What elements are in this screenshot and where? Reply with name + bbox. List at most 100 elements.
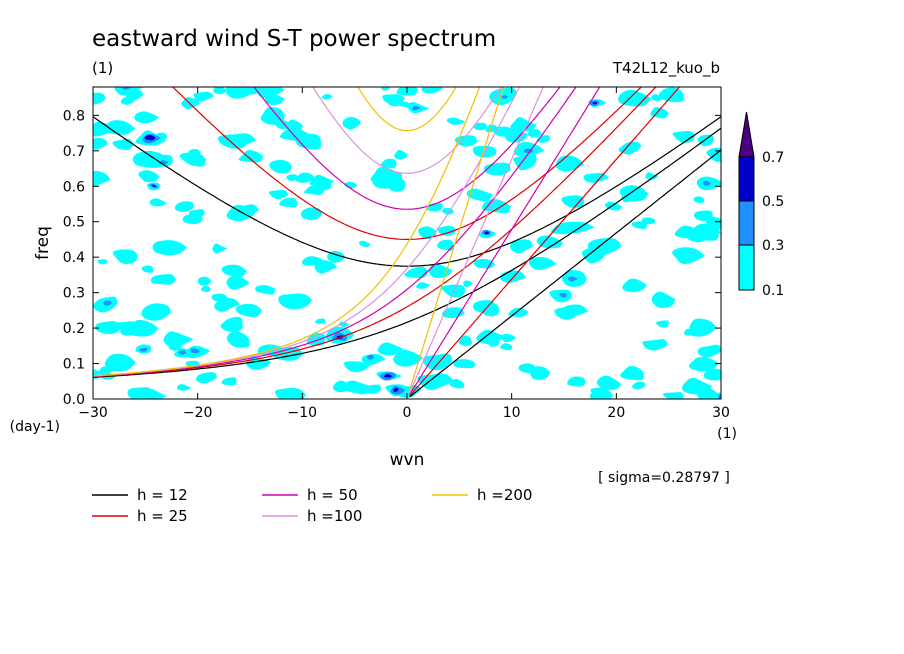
contour-blob	[697, 134, 714, 147]
contour-blob	[214, 297, 241, 312]
contour-blob	[631, 221, 647, 230]
x-tick-label: −20	[183, 405, 213, 421]
contour-blob	[141, 303, 171, 321]
contour-blob	[144, 135, 156, 141]
contour-blob	[404, 266, 429, 279]
dispersion-curves	[93, 87, 721, 398]
contour-blob	[590, 387, 607, 397]
contour-blob	[372, 178, 393, 189]
contour-blob	[201, 285, 211, 292]
contour-blob	[500, 343, 513, 351]
contour-blob	[367, 354, 374, 360]
x-tick-label: 30	[712, 405, 730, 421]
contour-blob	[658, 87, 684, 103]
contour-blob	[93, 170, 111, 187]
colorbar-bin	[738, 244, 755, 291]
contour-blob	[476, 329, 504, 344]
contour-blob	[441, 284, 466, 298]
contour-blob	[463, 280, 473, 288]
contour-blob	[651, 94, 662, 102]
contour-blob	[295, 172, 317, 183]
contour-blob	[122, 87, 132, 90]
contour-blob	[103, 300, 112, 306]
contour-blob	[662, 392, 684, 399]
x-unit-label: (1)	[717, 426, 737, 442]
contour-blob	[641, 217, 656, 225]
y-axis-ticks: 0.0 0.1 0.2 0.3 0.4 0.5 0.6 0.7 0.8	[63, 108, 721, 408]
contour-blob	[530, 366, 551, 380]
contour-blob	[393, 387, 399, 392]
contour-blob	[551, 223, 570, 235]
contour-blob	[645, 172, 659, 180]
contour-blob	[587, 237, 622, 255]
contour-blob	[500, 333, 517, 343]
x-tick-label: −10	[288, 405, 318, 421]
colorbar-bin	[738, 200, 755, 246]
contour-blob	[151, 184, 157, 188]
ig-curve	[171, 87, 643, 240]
subtitle-left: (1)	[92, 59, 113, 77]
contour-blob	[484, 231, 489, 235]
contour-blob	[458, 335, 473, 346]
contour-blob	[300, 207, 323, 221]
contour-blob	[412, 105, 421, 111]
power-contours	[93, 87, 721, 399]
contour-blob	[518, 363, 536, 374]
contour-blob	[510, 117, 537, 132]
contour-blob	[672, 130, 696, 143]
contour-blob	[693, 196, 705, 204]
contour-blob	[688, 357, 720, 372]
y-tick-label: 0.0	[63, 392, 85, 408]
contour-blob	[393, 349, 424, 367]
contour-blob	[559, 292, 567, 298]
contour-blob	[418, 226, 437, 239]
x-axis-label: wvn	[390, 450, 425, 470]
kelvin-curve	[409, 87, 681, 397]
y-tick-label: 0.6	[63, 179, 85, 195]
contour-blob	[693, 210, 713, 221]
contour-blob	[264, 93, 285, 106]
contour-blob	[238, 149, 264, 163]
contour-blob	[284, 119, 303, 131]
contour-blob	[274, 387, 306, 399]
y-unit-label: (day-1)	[10, 419, 60, 435]
subtitle-right: T42L12_kuo_b	[612, 59, 720, 78]
y-tick-label: 0.5	[63, 215, 85, 231]
colorbar-arrow	[738, 111, 755, 158]
contour-blob	[707, 349, 721, 355]
contour-blob	[95, 321, 122, 335]
contour-blob	[279, 197, 298, 208]
contour-blob	[377, 342, 404, 356]
y-tick-label: 0.1	[63, 357, 85, 373]
contour-blob	[269, 189, 289, 200]
contour-blob	[257, 87, 285, 99]
kelvin-curve	[409, 87, 504, 391]
contour-blob	[473, 258, 496, 269]
contour-blob	[394, 149, 408, 160]
contour-blob	[651, 291, 676, 308]
x-tick-label: −30	[78, 405, 108, 421]
x-tick-label: 20	[607, 405, 625, 421]
contour-blob	[212, 243, 228, 254]
contour-blob	[93, 92, 106, 105]
contour-blob	[315, 318, 326, 324]
colorbar-level-label: 0.5	[762, 194, 784, 210]
contour-blob	[689, 318, 717, 337]
contour-blob	[286, 174, 299, 181]
x-tick-label: 0	[403, 405, 412, 421]
y-axis-label: freq	[33, 226, 53, 260]
contour-blob	[98, 366, 115, 376]
contour-blob	[269, 159, 292, 174]
contour-blob	[561, 195, 585, 208]
contour-blob	[380, 158, 397, 169]
contour-blob	[255, 285, 276, 295]
contour-blob	[596, 375, 622, 390]
contour-blob	[422, 353, 453, 371]
legend: h = 12 h = 25 h = 50 h =100 h =200	[92, 486, 532, 525]
contour-blob	[125, 89, 143, 101]
contour-blob	[342, 116, 361, 130]
contour-blob	[421, 87, 443, 94]
contour-blob	[332, 380, 350, 393]
contour-blob	[321, 94, 333, 100]
colorbar-level-label: 0.3	[762, 238, 784, 254]
